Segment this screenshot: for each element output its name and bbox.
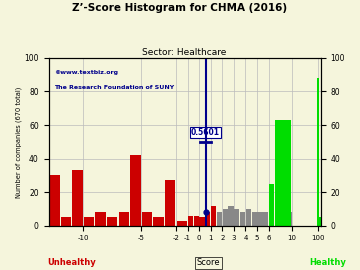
Bar — [319, 217, 321, 226]
Bar — [165, 180, 175, 226]
Bar — [275, 212, 277, 226]
Bar — [316, 78, 319, 226]
Title: Sector: Healthcare: Sector: Healthcare — [143, 48, 227, 57]
Bar — [194, 216, 199, 226]
Bar — [269, 209, 271, 226]
Text: 0.5601: 0.5601 — [191, 128, 220, 137]
Bar — [199, 217, 204, 226]
Text: Z’-Score Histogram for CHMA (2016): Z’-Score Histogram for CHMA (2016) — [72, 3, 288, 13]
Bar — [234, 209, 239, 226]
Bar — [275, 120, 291, 226]
Bar — [228, 206, 234, 226]
Bar — [280, 212, 283, 226]
Bar — [257, 212, 262, 226]
Bar — [153, 217, 164, 226]
Bar — [118, 212, 129, 226]
Bar — [188, 216, 193, 226]
Bar — [217, 212, 222, 226]
Bar — [176, 221, 187, 226]
Bar — [107, 217, 117, 226]
Bar — [240, 212, 245, 226]
Bar — [252, 212, 257, 226]
Bar — [283, 217, 286, 226]
Bar — [272, 206, 274, 226]
Bar — [49, 176, 59, 226]
Bar — [95, 212, 106, 226]
Bar — [246, 209, 251, 226]
Bar — [222, 209, 228, 226]
Bar — [205, 212, 210, 226]
Bar — [142, 212, 152, 226]
Text: Healthy: Healthy — [309, 258, 346, 267]
Bar — [72, 170, 83, 226]
Text: Score: Score — [197, 258, 221, 267]
Bar — [263, 212, 268, 226]
Bar — [278, 209, 280, 226]
Bar — [61, 217, 71, 226]
Text: ©www.textbiz.org: ©www.textbiz.org — [54, 70, 118, 75]
Bar — [286, 212, 289, 226]
Y-axis label: Number of companies (670 total): Number of companies (670 total) — [15, 86, 22, 198]
Bar — [289, 212, 292, 226]
Bar — [84, 217, 94, 226]
Bar — [130, 155, 141, 226]
Text: Unhealthy: Unhealthy — [48, 258, 96, 267]
Bar — [269, 184, 274, 226]
Text: The Research Foundation of SUNY: The Research Foundation of SUNY — [54, 85, 174, 90]
Bar — [211, 206, 216, 226]
